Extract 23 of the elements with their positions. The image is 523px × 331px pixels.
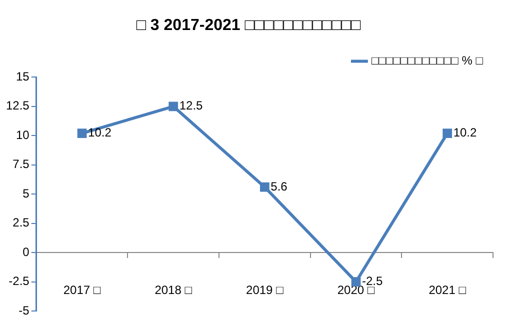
point bbox=[260, 182, 270, 192]
x-tick-label: 2018 □ bbox=[154, 283, 193, 298]
y-tick-label: 2.5 bbox=[12, 216, 30, 230]
x-tick-label: 2017 □ bbox=[63, 283, 102, 298]
y-tick-label: -5 bbox=[18, 303, 30, 318]
y-tick-label: -2.5 bbox=[8, 274, 30, 288]
x-tick-label: 2019 □ bbox=[246, 283, 284, 298]
point bbox=[168, 102, 178, 112]
y-tick-label: 15 bbox=[16, 70, 30, 84]
point bbox=[442, 128, 452, 138]
x-tick-label: 2021 □ bbox=[428, 283, 467, 298]
data-label: 12.5 bbox=[179, 98, 204, 113]
chart-title: □ 3 2017-2021 □□□□□□□□□□□□ bbox=[136, 17, 362, 34]
data-label: 10.2 bbox=[453, 126, 478, 140]
data-label: 5.6 bbox=[270, 179, 288, 194]
y-tick-label: 0 bbox=[22, 244, 30, 259]
y-tick-label: 12.5 bbox=[6, 98, 30, 113]
y-tick-label: 10 bbox=[16, 128, 30, 142]
y-tick-label: 7.5 bbox=[12, 157, 30, 172]
point bbox=[77, 128, 87, 138]
legend-label: □□□□□□□□□□□□ % □ bbox=[371, 54, 484, 68]
y-tick-label: 5 bbox=[22, 186, 30, 200]
data-label: 10.2 bbox=[88, 126, 112, 140]
